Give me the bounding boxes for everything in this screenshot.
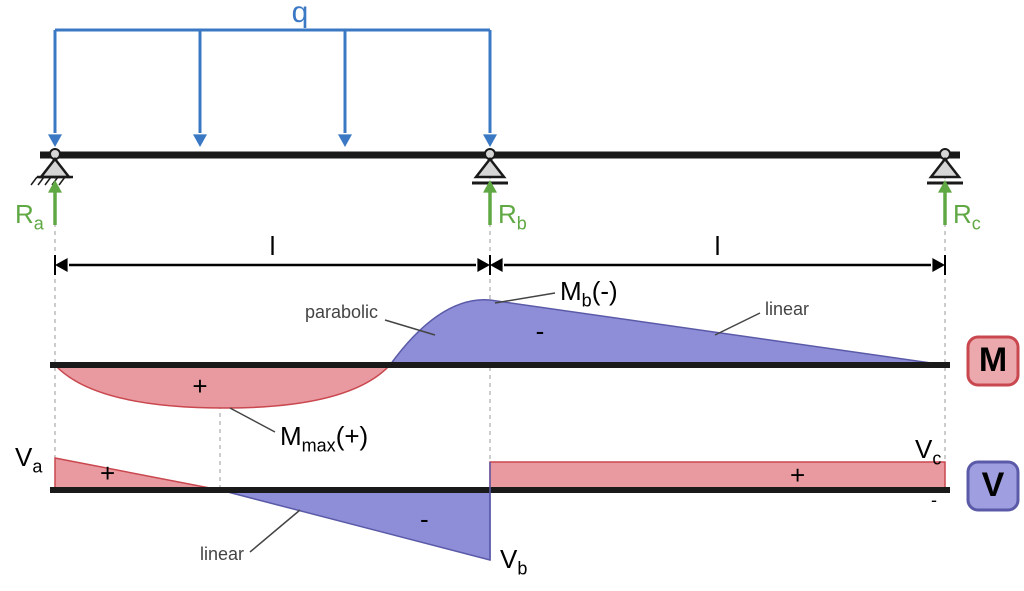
anno-linear-m: linear [765, 299, 809, 319]
moment-minus: - [536, 316, 545, 346]
moment-diagram: + - parabolic linear Mb(-) Mmax(+) [50, 276, 950, 456]
mb-label: Mb(-) [560, 276, 618, 311]
shear-plus-right: + [790, 460, 805, 490]
mmax-label: Mmax(+) [280, 421, 368, 456]
moment-box-label: M [979, 341, 1007, 379]
reaction-a-label: Ra [15, 199, 45, 234]
distributed-load: q [48, 0, 497, 147]
span-bc: l [490, 231, 945, 275]
reaction-c-label: Rc [953, 199, 981, 234]
moment-negative [390, 300, 945, 365]
reaction-b-label: Rb [498, 199, 527, 234]
shear-pos-left [55, 458, 220, 490]
reaction-c: Rc [938, 180, 981, 234]
span-bc-label: l [715, 231, 721, 261]
vb-label: Vb [500, 544, 527, 579]
shear-neg [220, 490, 490, 560]
vc-label: Vc [915, 434, 941, 469]
shear-diagram: + - + - Va Vb Vc linear [15, 434, 950, 579]
va-label: Va [15, 442, 43, 477]
span-ab-label: l [270, 231, 276, 261]
span-ab: l [55, 231, 490, 275]
shear-minus: - [420, 504, 429, 534]
moment-plus: + [192, 371, 207, 401]
shear-plus-left: + [100, 458, 115, 488]
anno-linear-v: linear [200, 544, 244, 564]
shear-pos-right [490, 462, 945, 490]
moment-positive [55, 365, 390, 408]
load-label: q [292, 0, 309, 29]
shear-minus-right: - [931, 490, 937, 510]
anno-parabolic: parabolic [305, 302, 378, 322]
shear-box-label: V [982, 466, 1005, 504]
